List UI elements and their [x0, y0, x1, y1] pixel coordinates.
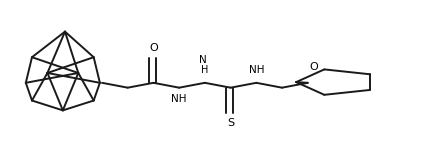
Text: H: H	[201, 65, 209, 75]
Text: NH: NH	[249, 65, 264, 75]
Text: O: O	[149, 43, 158, 53]
Text: N: N	[199, 55, 207, 65]
Text: O: O	[309, 62, 318, 72]
Text: S: S	[227, 118, 234, 128]
Text: NH: NH	[172, 94, 187, 104]
